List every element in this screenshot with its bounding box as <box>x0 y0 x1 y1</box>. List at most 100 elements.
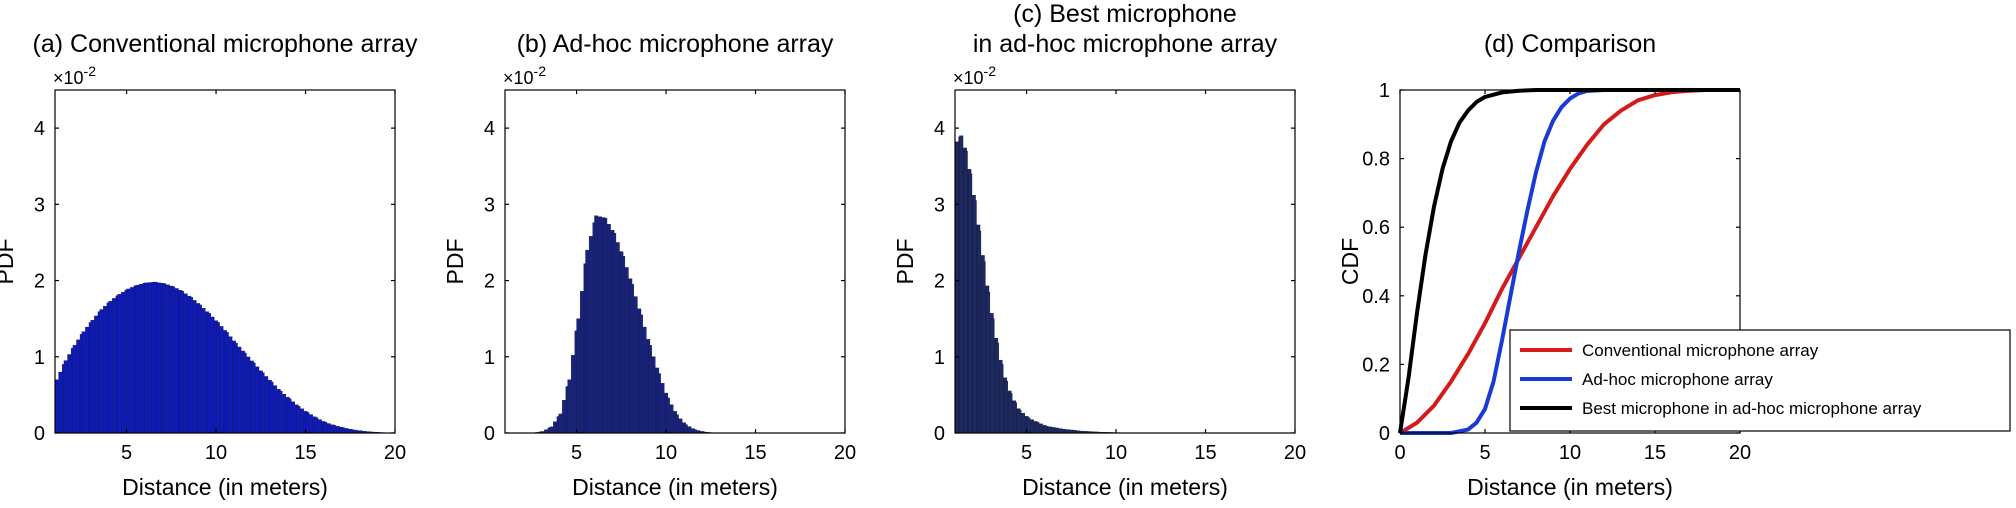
histogram-bar <box>166 285 170 433</box>
histogram-bar <box>1021 413 1025 433</box>
histogram-bar <box>264 376 268 433</box>
histogram-bar <box>648 345 652 433</box>
y-tick-label: 4 <box>934 118 945 140</box>
histogram-bar <box>670 405 674 433</box>
histogram-bar <box>238 347 242 433</box>
histogram-bar <box>68 354 72 433</box>
x-tick-label: 20 <box>1729 442 1751 464</box>
histogram-bar <box>291 402 295 433</box>
histogram-bar <box>639 315 643 433</box>
histogram-bar <box>323 422 327 433</box>
y-tick-label: 0.2 <box>1362 354 1390 376</box>
x-tick-label: 20 <box>384 442 406 464</box>
histogram-bar <box>1059 429 1063 433</box>
histogram-bar <box>64 361 68 433</box>
chart-title-line-2: in ad-hoc microphone array <box>973 30 1278 58</box>
histogram-bar <box>130 287 134 433</box>
histogram-bar <box>91 320 95 433</box>
histogram-bar <box>139 284 143 433</box>
histogram-bar <box>625 267 629 433</box>
x-tick-label: 10 <box>205 442 227 464</box>
y-tick-label: 0.6 <box>1362 217 1390 239</box>
x-tick-label: 15 <box>1194 442 1216 464</box>
y-tick-label: 4 <box>484 118 495 140</box>
histogram-bar <box>580 291 584 433</box>
x-axis-label: Distance (in meters) <box>572 474 778 500</box>
histogram-bar <box>300 409 304 433</box>
histogram-bar <box>1018 410 1022 433</box>
x-axis-label: Distance (in meters) <box>122 474 328 500</box>
y-exponent-label: ×10-2 <box>53 63 96 88</box>
y-tick-label: 1 <box>484 347 495 369</box>
histogram-bar <box>171 287 175 433</box>
histogram-bar <box>1004 381 1008 433</box>
histogram-bar <box>255 367 259 433</box>
histogram-bar <box>577 319 581 433</box>
legend-entry: Best microphone in ad-hoc microphone arr… <box>1582 399 1922 418</box>
histogram-bar <box>1000 364 1004 433</box>
x-tick-label: 10 <box>655 442 677 464</box>
histogram-bar <box>118 294 122 433</box>
x-tick-label: 15 <box>744 442 766 464</box>
axes-box <box>505 90 845 433</box>
histogram-bar <box>202 308 206 433</box>
histogram-bar <box>189 297 193 433</box>
x-tick-label: 10 <box>1559 442 1581 464</box>
histogram-bar <box>621 256 625 433</box>
histogram-bars <box>55 282 390 433</box>
histogram-bar <box>612 233 616 433</box>
histogram-bar <box>675 415 679 433</box>
histogram-bars <box>535 216 718 433</box>
histogram-bar <box>630 284 634 433</box>
x-axis-label: Distance (in meters) <box>1022 474 1228 500</box>
histogram-bar <box>121 292 125 433</box>
y-axis-label: PDF <box>442 239 468 285</box>
y-tick-label: 1 <box>934 347 945 369</box>
histogram-bar <box>568 380 572 433</box>
histogram-bar <box>1009 393 1013 433</box>
histogram-bar <box>982 262 986 434</box>
histogram-bar <box>345 428 349 433</box>
histogram-bar <box>959 136 963 433</box>
y-tick-label: 3 <box>484 194 495 216</box>
y-tick-label: 0 <box>934 423 945 445</box>
histogram-bar <box>986 292 990 433</box>
histogram-bar <box>995 343 999 433</box>
histogram-bar <box>589 236 593 433</box>
histogram-bar <box>94 316 98 433</box>
histogram-bar <box>225 332 229 433</box>
histogram-bar <box>112 298 116 433</box>
chart-title: (b) Ad-hoc microphone array <box>517 30 834 58</box>
histogram-bar <box>252 363 256 433</box>
histogram-bar <box>297 406 301 433</box>
histogram-bar <box>234 343 238 433</box>
histogram-bar <box>59 372 63 433</box>
histogram-bar <box>586 250 590 433</box>
x-tick-label: 15 <box>1644 442 1666 464</box>
histogram-bar <box>616 242 620 433</box>
histogram-bar <box>550 427 554 433</box>
histogram-bar <box>336 426 340 433</box>
x-tick-label: 5 <box>1479 442 1490 464</box>
histogram-bar <box>175 288 179 433</box>
y-tick-label: 0.4 <box>1362 286 1390 308</box>
histogram-bar <box>288 399 292 433</box>
y-tick-label: 0 <box>484 423 495 445</box>
histogram-bar <box>1048 427 1052 433</box>
histogram-bar <box>684 425 688 433</box>
histogram-bar <box>273 386 277 433</box>
y-tick-label: 0 <box>1379 423 1390 445</box>
histogram-bar <box>657 374 661 433</box>
histogram-bar <box>666 398 670 433</box>
histogram-bar <box>1030 420 1034 433</box>
y-axis-label: PDF <box>892 239 918 285</box>
histogram-bar <box>1039 424 1043 433</box>
histogram-bar <box>559 414 563 433</box>
chart-title: (d) Comparison <box>1484 30 1656 58</box>
histogram-bar <box>162 284 166 433</box>
